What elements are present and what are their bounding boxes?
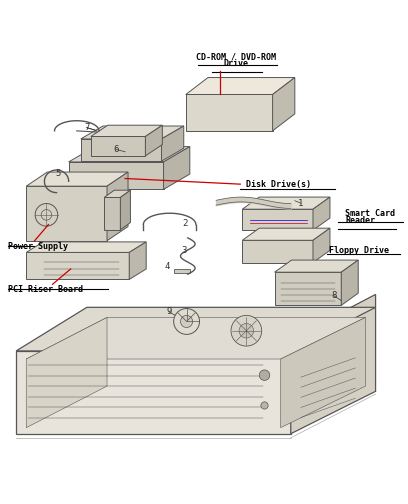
Polygon shape [242,240,313,263]
Polygon shape [291,294,376,434]
Polygon shape [104,198,120,230]
Text: Drive: Drive [224,59,249,68]
Text: 9: 9 [166,307,171,317]
Circle shape [174,308,200,334]
Text: Floppy Drive: Floppy Drive [329,246,389,256]
Text: Disk Drive(s): Disk Drive(s) [246,180,311,190]
Text: 8: 8 [331,291,336,300]
Polygon shape [186,78,295,94]
Circle shape [239,324,254,338]
Polygon shape [162,126,184,161]
Text: 6: 6 [113,145,119,154]
Polygon shape [120,190,131,230]
Polygon shape [26,172,128,186]
Polygon shape [129,242,146,279]
Polygon shape [341,260,358,305]
Polygon shape [26,253,129,279]
Text: 3: 3 [181,246,186,256]
Circle shape [259,370,270,381]
Text: Reader: Reader [345,216,375,225]
Text: Smart Card: Smart Card [345,210,395,218]
Circle shape [231,316,262,346]
Polygon shape [275,272,341,305]
Text: 5: 5 [56,169,61,178]
Polygon shape [16,307,376,351]
Polygon shape [26,186,107,241]
Text: 10: 10 [242,333,253,342]
Polygon shape [242,209,313,230]
Polygon shape [164,147,190,190]
Polygon shape [273,78,295,131]
Polygon shape [232,328,246,335]
Polygon shape [313,197,330,230]
Polygon shape [275,260,358,272]
Polygon shape [69,162,164,190]
Polygon shape [186,94,273,131]
Polygon shape [313,228,330,263]
Polygon shape [81,126,184,139]
Circle shape [261,402,268,409]
Circle shape [180,316,193,328]
Polygon shape [91,137,145,156]
Polygon shape [174,269,190,273]
Polygon shape [16,351,291,434]
Text: 1: 1 [298,199,304,208]
Text: 2: 2 [182,219,188,228]
Text: 4: 4 [164,263,169,272]
Text: Power Supply: Power Supply [8,242,68,251]
Text: CD-ROM / DVD-ROM: CD-ROM / DVD-ROM [196,52,276,61]
Polygon shape [104,190,131,198]
Polygon shape [242,197,330,209]
Polygon shape [26,318,107,428]
Polygon shape [242,228,330,240]
Text: 7: 7 [84,123,89,132]
Text: PCI Riser Board: PCI Riser Board [8,285,83,294]
Polygon shape [107,172,128,241]
Polygon shape [91,125,162,137]
Polygon shape [69,147,190,162]
Polygon shape [281,318,366,428]
Polygon shape [81,139,162,161]
Polygon shape [145,125,162,156]
Polygon shape [26,242,146,253]
Polygon shape [26,318,366,359]
